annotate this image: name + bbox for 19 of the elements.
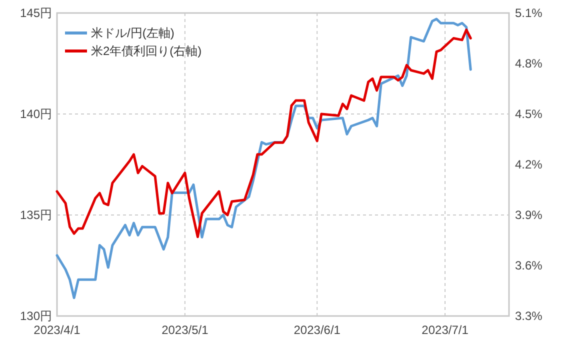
y2-tick-label: 3.9% — [515, 208, 543, 222]
legend-label: 米2年債利回り(右軸) — [91, 44, 202, 58]
x-tick-label: 2023/6/1 — [294, 323, 341, 337]
line-series — [56, 18, 472, 300]
x-tick-label: 2023/7/1 — [422, 323, 469, 337]
line-series — [56, 28, 472, 238]
y2-tick-label: 3.3% — [515, 309, 543, 323]
x-tick-label: 2023/4/1 — [34, 323, 81, 337]
y-tick-label: 140円 — [20, 107, 52, 121]
y2-tick-label: 3.6% — [515, 258, 543, 272]
y2-tick-label: 5.1% — [515, 6, 543, 20]
y-tick-label: 145円 — [20, 6, 52, 20]
y2-tick-label: 4.8% — [515, 56, 543, 70]
legend-label: 米ドル/円(左軸) — [91, 26, 174, 40]
y2-tick-label: 4.2% — [515, 158, 543, 172]
y2-tick-label: 4.5% — [515, 107, 543, 121]
x-tick-label: 2023/5/1 — [162, 323, 209, 337]
y-tick-label: 130円 — [20, 309, 52, 323]
y-tick-label: 135円 — [20, 208, 52, 222]
